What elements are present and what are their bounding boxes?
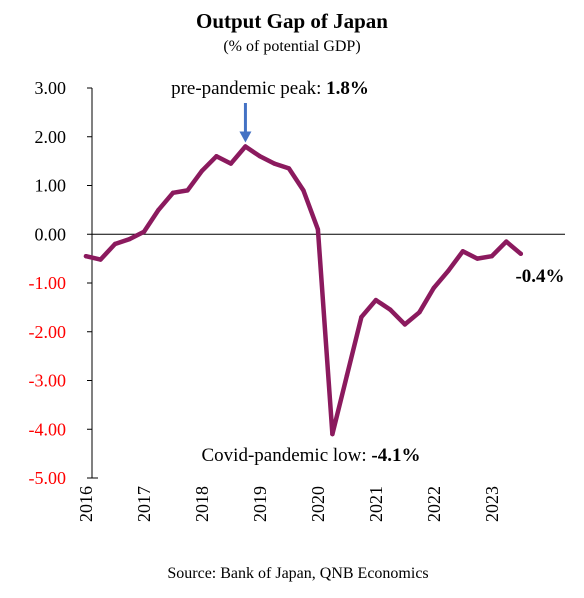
- x-tick-label: 2018: [192, 486, 212, 522]
- low-annotation-value: -4.1%: [371, 445, 420, 466]
- series-point: [185, 188, 190, 193]
- series-point: [489, 253, 495, 259]
- x-tick-label: 2016: [76, 486, 96, 522]
- series-point: [228, 161, 234, 166]
- series-point: [83, 253, 89, 259]
- series-point: [214, 154, 219, 159]
- series-point: [286, 166, 292, 171]
- series-point: [388, 307, 393, 313]
- source-note: Source: Bank of Japan, QNB Economics: [167, 565, 428, 582]
- x-axis-ticks: 2016 2017 2018 2019 2020 2021 2022 2023: [76, 486, 502, 522]
- chart-title: Output Gap of Japan: [196, 9, 388, 33]
- series-point: [301, 188, 306, 193]
- series-point: [431, 285, 437, 291]
- x-tick-label: 2019: [250, 486, 270, 522]
- series-point: [504, 239, 509, 244]
- series-point: [373, 297, 379, 303]
- peak-annotation-value: 1.8%: [326, 78, 369, 99]
- y-tick-label: 2.00: [35, 127, 67, 147]
- series-point: [359, 314, 364, 320]
- series-point: [141, 229, 147, 235]
- series-point: [402, 322, 408, 327]
- series-point: [446, 268, 451, 274]
- x-tick-label: 2023: [482, 486, 502, 522]
- peak-arrow-icon: [239, 103, 252, 143]
- x-tick-label: 2021: [366, 486, 386, 522]
- x-tick-label: 2017: [134, 486, 154, 522]
- series-point: [330, 431, 335, 437]
- low-annotation-label: Covid-pandemic low:: [202, 445, 372, 466]
- series-point: [344, 373, 350, 378]
- last-value-annotation: -0.4%: [515, 266, 564, 287]
- x-tick-label: 2020: [308, 486, 328, 522]
- low-annotation: Covid-pandemic low: -4.1%: [202, 445, 421, 466]
- series-point: [518, 251, 524, 256]
- series-point: [112, 241, 118, 247]
- series-points: [83, 144, 524, 437]
- series-point: [243, 144, 248, 149]
- series-point: [315, 227, 321, 232]
- y-axis-ticks: 3.00 2.00 1.00 0.00 -1.00 -2.00 -3.00 -4.00 -5.0…: [29, 78, 92, 488]
- peak-annotation: pre-pandemic peak: 1.8%: [171, 78, 369, 99]
- series-point: [127, 236, 132, 242]
- y-tick-label: -2.00: [29, 322, 67, 342]
- y-tick-label: -5.00: [29, 468, 67, 488]
- series-point: [156, 207, 161, 213]
- peak-annotation-label: pre-pandemic peak:: [171, 78, 326, 99]
- y-tick-label: -3.00: [29, 371, 67, 391]
- y-tick-label: 3.00: [35, 78, 67, 98]
- series-point: [417, 310, 422, 315]
- series-point: [475, 256, 480, 261]
- series-point: [98, 257, 103, 262]
- series-point: [257, 154, 263, 159]
- y-tick-label: 0.00: [35, 224, 67, 244]
- x-tick-label: 2022: [424, 486, 444, 522]
- y-tick-label: -1.00: [29, 273, 67, 293]
- chart-subtitle: (% of potential GDP): [223, 38, 360, 55]
- series-point: [272, 161, 277, 166]
- series-point: [460, 249, 466, 254]
- y-tick-label: -4.00: [29, 419, 67, 439]
- series-point: [170, 190, 176, 196]
- y-tick-label: 1.00: [35, 176, 67, 196]
- series-point: [199, 168, 205, 174]
